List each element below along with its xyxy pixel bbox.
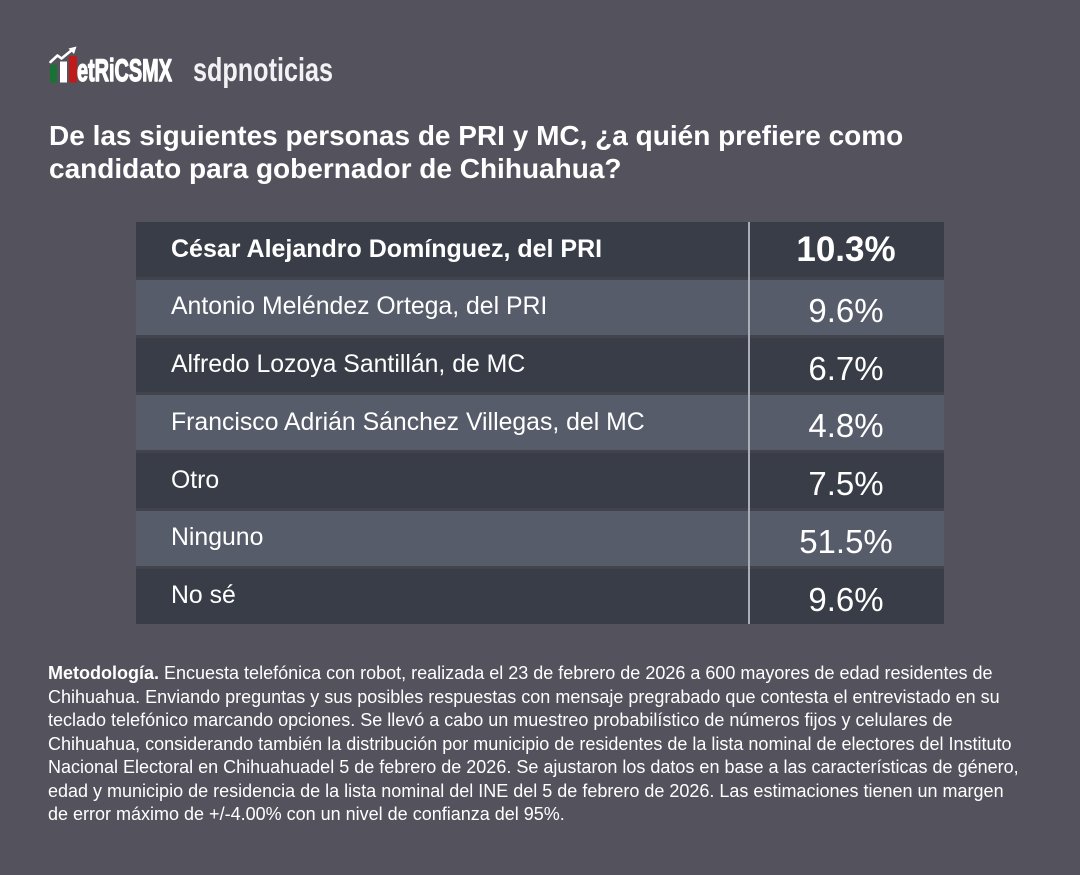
- svg-text:etRiCSMX: etRiCSMX: [77, 52, 172, 88]
- svg-text:sdpnoticias: sdpnoticias: [193, 51, 333, 88]
